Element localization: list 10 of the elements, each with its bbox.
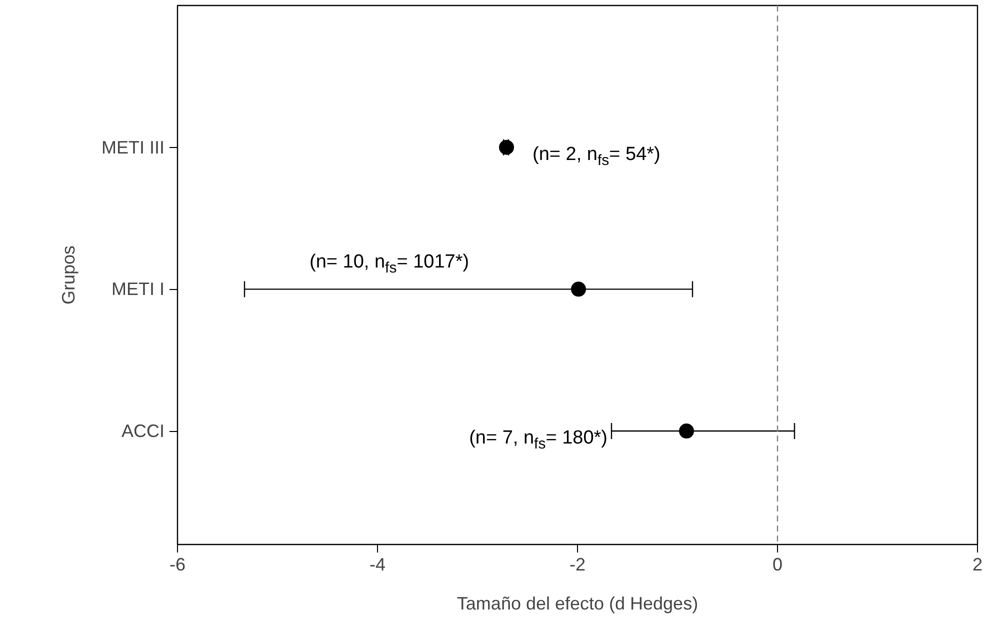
x-tick-label: 2 bbox=[972, 554, 983, 574]
x-tick-label: 0 bbox=[772, 554, 783, 574]
x-tick-label: -6 bbox=[170, 554, 186, 574]
y-tick-label: ACCI bbox=[121, 421, 165, 442]
x-tick-label: -4 bbox=[370, 554, 386, 574]
y-axis-title: Grupos bbox=[58, 245, 78, 305]
x-tick-label: -2 bbox=[570, 554, 586, 574]
x-axis-title: Tamaño del efecto (d Hedges) bbox=[456, 594, 698, 614]
y-tick-label: METI III bbox=[102, 137, 164, 158]
y-tick-label: METI I bbox=[112, 279, 164, 300]
